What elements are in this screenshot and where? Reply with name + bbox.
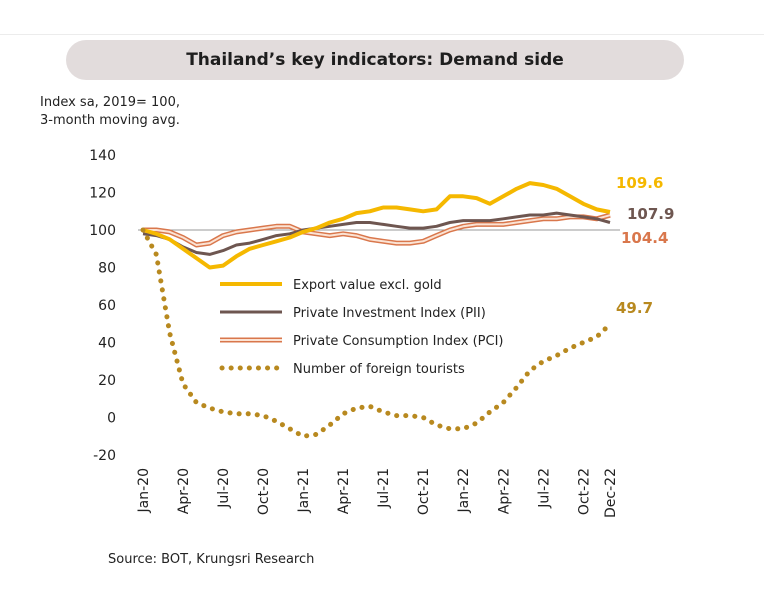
top-divider [0,34,764,35]
legend-label: Number of foreign tourists [293,362,465,377]
y-tick-label: 140 [89,148,116,164]
y-tick-label: 0 [107,411,116,427]
x-tick-label: Jul-21 [376,468,392,509]
y-tick-label: 40 [98,336,116,352]
unit-label: Index sa, 2019= 100, 3-month moving avg. [40,94,180,130]
series-1 [142,181,611,270]
series-4 [140,227,613,439]
legend-label: Export value excl. gold [293,278,442,293]
x-tick-label: Jan-22 [456,468,472,513]
x-tick-label: Oct-21 [416,468,432,515]
end-value-label: 109.6 [616,174,663,192]
series-3 [143,212,611,248]
legend: Export value excl. gold Private Investmen… [219,278,504,377]
source-note: Source: BOT, Krungsri Research [108,552,315,567]
y-tick-label: 20 [98,373,116,389]
series-line [142,211,611,256]
series-line [140,227,613,439]
x-tick-label: Jan-21 [296,468,312,513]
x-tick-label: Oct-20 [256,468,272,515]
unit-label-line1: Index sa, 2019= 100, [40,95,180,110]
series-line-inner [143,214,611,246]
series-2 [142,211,611,256]
y-tick-label: 120 [89,186,116,202]
legend-label: Private Investment Index (PII) [293,306,486,321]
end-value-label: 107.9 [627,205,674,223]
end-value-label: 104.4 [621,229,668,247]
x-tick-label: Apr-20 [176,468,192,514]
x-tick-label: Jul-22 [536,468,552,509]
x-tick-label: Jan-20 [136,468,152,513]
x-tick-label: Jul-20 [216,468,232,509]
y-tick-label: 60 [98,298,116,314]
chart-title: Thailand’s key indicators: Demand side [186,50,564,70]
x-tick-label: Oct-22 [576,468,592,515]
y-tick-label: -20 [93,448,116,464]
x-tick-label: Apr-21 [336,468,352,514]
x-tick-label: Dec-22 [603,468,619,518]
end-value-label: 49.7 [616,299,653,317]
unit-label-line2: 3-month moving avg. [40,113,180,128]
chart-title-banner: Thailand’s key indicators: Demand side [66,40,684,80]
y-tick-label: 100 [89,223,116,239]
x-tick-label: Apr-22 [496,468,512,514]
y-tick-label: 80 [98,261,116,277]
series-line [142,181,611,270]
legend-label: Private Consumption Index (PCI) [293,334,504,349]
